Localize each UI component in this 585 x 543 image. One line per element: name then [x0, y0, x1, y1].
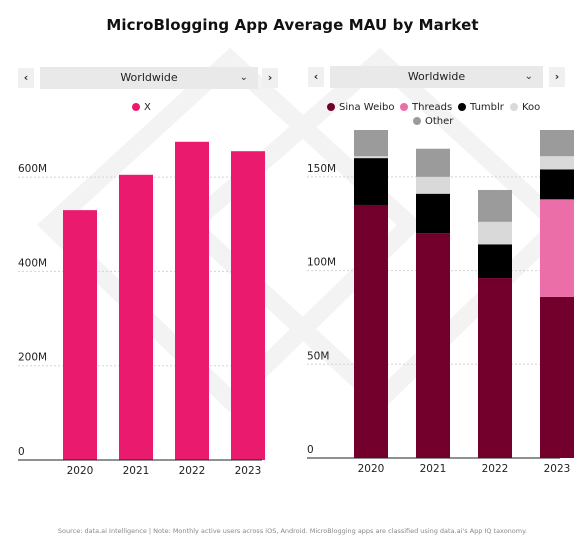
bar-right-2020-other	[354, 130, 388, 157]
x-tick-label-left: 2021	[123, 465, 150, 477]
legend-label: Sina Weibo	[339, 102, 395, 113]
chevron-down-icon: ⌄	[239, 72, 248, 83]
chart-title: MicroBlogging App Average MAU by Market	[106, 16, 479, 34]
legend-label: Other	[425, 116, 454, 127]
x-tick-label-right: 2020	[358, 463, 385, 475]
bar-right-2020-sina-weibo	[354, 204, 388, 458]
y-tick-label-right: 0	[307, 444, 314, 456]
chevron-left-icon: ‹	[313, 70, 319, 83]
x-tick-label-left: 2023	[235, 465, 262, 477]
bar-right-2022-koo	[478, 221, 512, 245]
y-tick-label-left: 400M	[18, 257, 47, 269]
bar-left-2022-x	[175, 141, 209, 461]
x-tick-label-right: 2021	[420, 463, 447, 475]
legend-item-other: Other	[413, 116, 453, 127]
legend-item-tumblr: Tumblr	[458, 102, 504, 113]
bar-right-2020-koo	[354, 156, 388, 159]
legend-label: Koo	[522, 102, 541, 113]
legend-item-koo: Koo	[510, 102, 540, 113]
bar-right-2023-koo	[540, 156, 574, 170]
chevron-down-icon: ⌄	[524, 71, 533, 82]
bar-right-2022-other	[478, 189, 512, 222]
bar-right-2023-tumblr	[540, 169, 574, 200]
bar-right-2021-tumblr	[416, 193, 450, 234]
legend-item-threads: Threads	[400, 102, 452, 113]
y-tick-label-left: 200M	[18, 352, 47, 364]
bar-right-2022-tumblr	[478, 244, 512, 279]
right-prev-button[interactable]: ‹	[308, 67, 324, 87]
x-tick-label-left: 2022	[179, 465, 206, 477]
chevron-right-icon: ›	[554, 70, 560, 83]
y-tick-label-right: 100M	[307, 257, 336, 269]
y-tick-label-right: 50M	[307, 350, 329, 362]
footer-note: Source: data.ai Intelligence | Note: Mon…	[57, 527, 528, 535]
x-tick-label-right: 2023	[544, 463, 571, 475]
bar-right-2022-sina-weibo	[478, 278, 512, 458]
legend-dot	[413, 117, 421, 125]
legend-dot	[458, 103, 466, 111]
legend-dot	[132, 103, 140, 111]
bar-right-2021-other	[416, 148, 450, 177]
bar-right-2020-tumblr	[354, 158, 388, 205]
legend-dot	[400, 103, 408, 111]
y-tick-label-left: 0	[18, 446, 25, 458]
left-market-label: Worldwide	[120, 71, 178, 84]
bar-right-2023-threads	[540, 199, 574, 297]
right-market-label: Worldwide	[407, 70, 466, 83]
legend-label: Threads	[412, 102, 453, 113]
bar-right-2023-other	[540, 130, 574, 157]
y-tick-label-left: 600M	[18, 163, 47, 175]
right-next-button[interactable]: ›	[549, 67, 565, 87]
legend-item-x: X	[132, 102, 151, 113]
legend-dot	[327, 103, 335, 111]
chevron-right-icon: ›	[267, 71, 273, 84]
bar-left-2021-x	[119, 174, 153, 461]
legend-label: Tumblr	[470, 102, 504, 113]
bar-right-2021-sina-weibo	[416, 233, 450, 458]
left-prev-button[interactable]: ‹	[18, 68, 34, 88]
legend-item-sina-weibo: Sina Weibo	[327, 102, 394, 113]
legend-dot	[510, 103, 518, 111]
chevron-left-icon: ‹	[23, 71, 29, 84]
legend-label: X	[144, 102, 151, 113]
left-next-button[interactable]: ›	[262, 68, 278, 88]
bar-right-2023-sina-weibo	[540, 296, 574, 458]
bar-left-2020-x	[63, 210, 97, 460]
x-tick-label-left: 2020	[67, 465, 94, 477]
right-market-select[interactable]: Worldwide ⌄	[330, 66, 543, 88]
bar-right-2021-koo	[416, 176, 450, 194]
y-tick-label-right: 150M	[307, 163, 336, 175]
x-tick-label-right: 2022	[482, 463, 509, 475]
bar-left-2023-x	[231, 151, 265, 460]
left-market-select[interactable]: Worldwide ⌄	[40, 67, 258, 89]
